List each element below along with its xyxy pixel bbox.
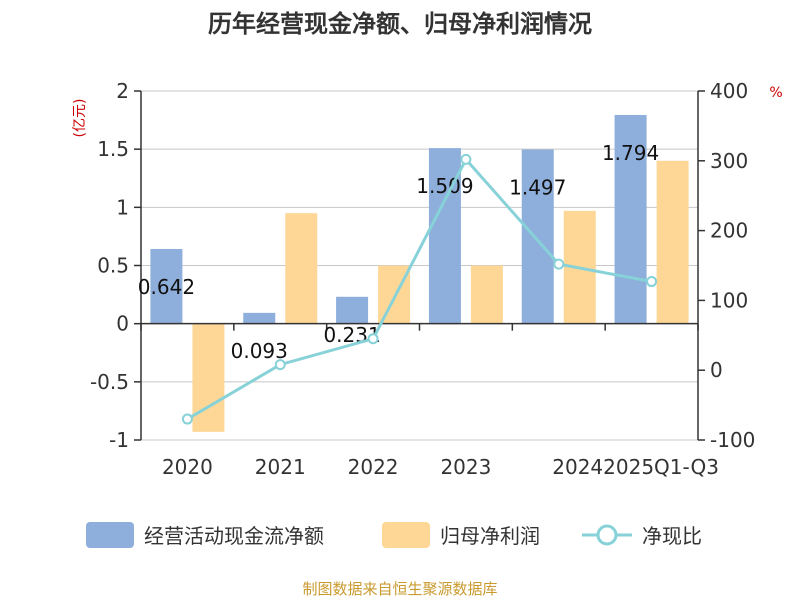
source-note: 制图数据来自恒生聚源数据库 — [302, 580, 497, 598]
ratio-point — [274, 359, 286, 371]
profit-bar — [285, 213, 318, 324]
legend-label-cashflow: 经营活动现金流净额 — [144, 524, 324, 548]
ratio-polyline — [186, 156, 652, 421]
ratio-point — [646, 276, 658, 288]
profit-bar — [470, 265, 503, 324]
cashflow-bar — [243, 312, 276, 324]
axes: -1 -0.5 0 0.5 1 1.5 2 -100 0 100 200 300 400 2020 2021… — [90, 79, 755, 479]
right-tick-label: -100 — [710, 428, 755, 452]
cashflow-bar — [614, 114, 647, 324]
cashflow-bar — [336, 296, 369, 324]
left-tick-label: -1 — [109, 428, 129, 452]
cashflow-data-label: 1.794 — [602, 141, 659, 165]
cashflow-data-label: 0.642 — [138, 275, 195, 299]
right-tick-label: 0 — [710, 358, 723, 382]
ratio-point — [460, 153, 472, 165]
cashflow-bar — [521, 149, 554, 324]
ratio-line — [181, 153, 658, 425]
ratio-point — [367, 333, 379, 345]
x-tick-label: 2021 — [255, 455, 306, 479]
x-tick-label: 2023 — [440, 455, 491, 479]
right-axis-unit: % — [769, 85, 782, 101]
ratio-point — [553, 258, 565, 270]
chart-title: 历年经营现金净额、归母净利润情况 — [208, 10, 592, 38]
ratio-point — [181, 413, 193, 425]
right-tick-label: 400 — [710, 79, 748, 103]
x-tick-label: 2022 — [348, 455, 399, 479]
x-tick-label: 2025Q1-Q3 — [603, 455, 719, 479]
left-tick-label: -0.5 — [90, 370, 129, 394]
cashflow-data-label: 1.497 — [509, 176, 566, 200]
profit-bar — [656, 160, 689, 324]
legend-label-profit: 归母净利润 — [440, 524, 540, 548]
left-tick-label: 2 — [116, 79, 129, 103]
legend-swatch-profit — [382, 522, 430, 548]
profit-bar — [192, 323, 225, 432]
left-axis-unit: (亿元) — [72, 99, 88, 138]
x-tick-label: 2024 — [552, 455, 603, 479]
right-tick-label: 100 — [710, 288, 748, 312]
right-tick-label: 200 — [710, 219, 748, 243]
cashflow-bar — [150, 248, 183, 324]
cashflow-data-label: 1.509 — [416, 174, 473, 198]
left-tick-label: 0.5 — [97, 254, 129, 278]
legend-marker-ratio — [596, 524, 618, 546]
cashflow-data-label: 0.093 — [231, 339, 288, 363]
legend-label-ratio: 净现比 — [642, 524, 702, 548]
left-tick-label: 1.5 — [97, 137, 129, 161]
legend-swatch-cashflow — [86, 522, 134, 548]
left-tick-label: 0 — [116, 312, 129, 336]
right-tick-label: 300 — [710, 149, 748, 173]
legend: 经营活动现金流净额 归母净利润 净现比 — [86, 522, 702, 548]
left-tick-label: 1 — [116, 195, 129, 219]
x-tick-label: 2020 — [162, 455, 213, 479]
